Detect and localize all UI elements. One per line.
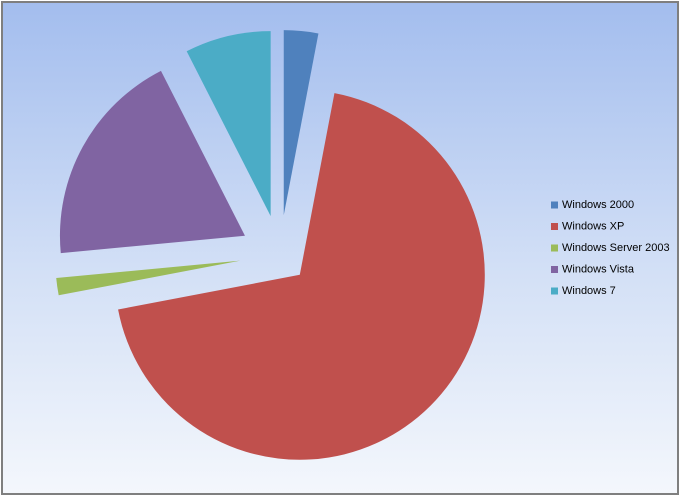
legend-label: Windows 7 [562,285,616,297]
legend-swatch [551,223,558,230]
legend-swatch [551,287,558,295]
legend-swatch [551,244,558,252]
legend-label: Windows Server 2003 [562,242,670,254]
legend-label: Windows XP [562,220,624,232]
pie-slice [283,30,319,216]
pie-slice [56,260,241,296]
pie-slice [118,93,485,460]
pie-slice [186,31,271,217]
legend-swatch [551,201,558,209]
legend-swatch [551,266,558,273]
legend-label: Windows Vista [562,263,635,275]
pie-slice [59,70,245,254]
legend-label: Windows 2000 [562,199,634,211]
